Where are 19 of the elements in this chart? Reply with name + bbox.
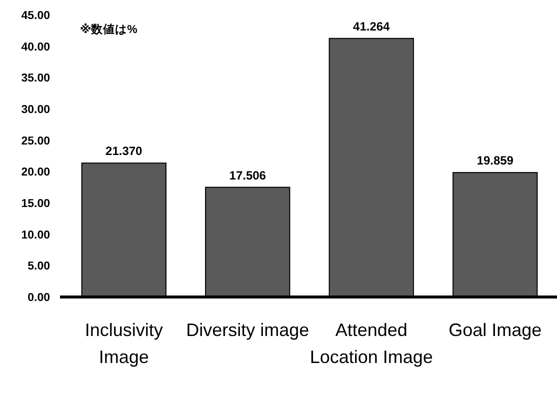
- x-tick-label: Inclusivity Image: [84, 320, 163, 367]
- y-tick-label: 20.00: [21, 166, 50, 179]
- y-tick-label: 0.00: [28, 292, 50, 304]
- y-tick-label: 25.00: [21, 135, 50, 148]
- data-label: 17.506: [229, 168, 266, 182]
- y-tick-label: 5.00: [28, 260, 50, 273]
- annotation: ※数値は%: [80, 23, 138, 36]
- y-tick-label: 40.00: [21, 41, 50, 54]
- x-tick-label: Attended Location Image: [310, 320, 433, 367]
- y-tick-label: 30.00: [21, 104, 50, 116]
- x-tick-label: Diversity image: [186, 320, 310, 340]
- y-tick-label: 10.00: [21, 229, 50, 242]
- data-label: 21.370: [106, 144, 143, 158]
- data-label: 19.859: [476, 154, 514, 168]
- y-tick-label: 15.00: [21, 198, 50, 210]
- x-tick-label: Goal Image: [448, 320, 542, 340]
- y-tick-label: 35.00: [21, 72, 50, 85]
- y-tick-label: 45.00: [21, 10, 50, 22]
- data-label: 41.264: [353, 19, 390, 34]
